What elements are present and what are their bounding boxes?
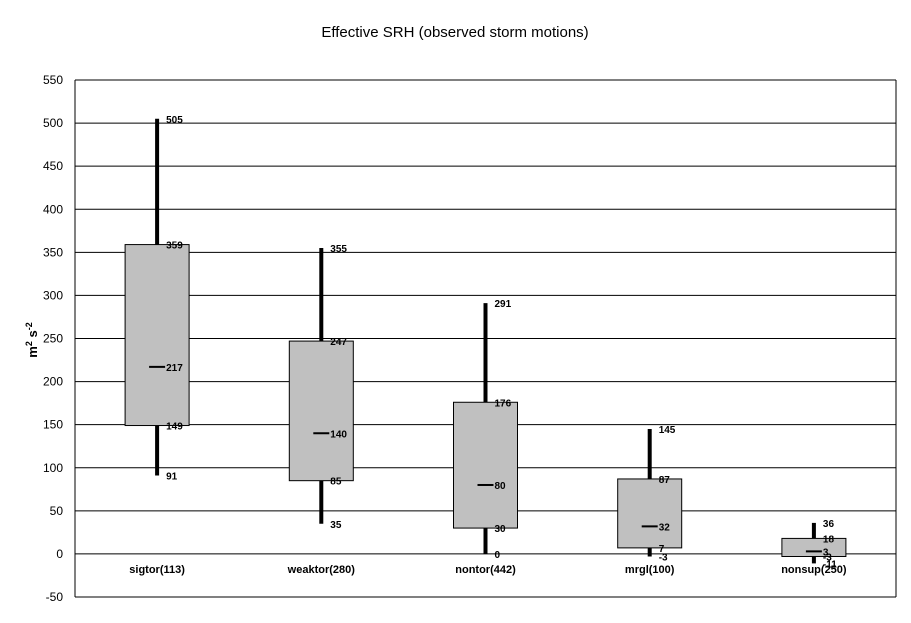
y-tick-label: 500 — [43, 116, 63, 130]
box — [617, 478, 683, 549]
y-tick-label: 350 — [43, 245, 63, 259]
min-label: 35 — [330, 520, 342, 531]
box — [453, 401, 518, 529]
category-label: nontor(442) — [455, 564, 516, 576]
y-tick-label: 150 — [43, 418, 63, 432]
q3-label: 247 — [330, 337, 347, 348]
median-label: 3 — [823, 547, 829, 558]
y-label-exp1: 2 — [24, 341, 34, 346]
y-tick-label: 300 — [43, 288, 63, 302]
category-label: nonsup(250) — [781, 564, 847, 576]
q3-label: 18 — [823, 534, 835, 545]
max-label: 291 — [495, 299, 512, 310]
q1-label: -3 — [823, 553, 832, 564]
y-label-base: m — [25, 346, 40, 358]
box-group: 355 247 140 85 35 — [288, 244, 354, 531]
q1-label: 85 — [330, 477, 342, 488]
box-group: 505 359 217 149 91 — [124, 115, 190, 483]
median-label: 140 — [330, 429, 347, 440]
q1-label: 30 — [495, 524, 507, 535]
y-tick-label: 550 — [43, 73, 63, 87]
y-label-exp2: -2 — [24, 322, 34, 330]
median-label: 217 — [166, 363, 183, 374]
y-tick-label: 250 — [43, 332, 63, 346]
box-group: 145 87 32 7-3 — [617, 425, 683, 564]
max-label: 355 — [330, 244, 347, 255]
box-group: 36 18 3-3-11 — [781, 519, 847, 570]
q1-label: 7 — [659, 544, 665, 555]
box — [781, 537, 847, 558]
y-tick-label: 50 — [50, 504, 64, 518]
box-group: 291 176 80 30 0 — [453, 299, 518, 561]
category-label: weaktor(280) — [287, 564, 356, 576]
median-label: 32 — [659, 522, 671, 533]
min-label: -3 — [659, 553, 668, 564]
y-axis-ticks: -50 0 50 100 150 200 250 300 350 400 450 500 550 — [43, 73, 63, 604]
y-tick-label: 200 — [43, 375, 63, 389]
y-tick-label: 450 — [43, 159, 63, 173]
q3-label: 87 — [659, 475, 671, 486]
y-axis-label: m2 s-2 — [24, 322, 40, 357]
y-label-mid: s — [25, 330, 40, 341]
y-tick-label: 0 — [56, 547, 63, 561]
min-label: 91 — [166, 472, 178, 483]
y-tick-label: -50 — [46, 590, 64, 604]
q1-label: 149 — [166, 422, 183, 433]
max-label: 36 — [823, 519, 835, 530]
chart-title: Effective SRH (observed storm motions) — [321, 24, 588, 41]
max-label: 505 — [166, 115, 183, 126]
category-label: mrgl(100) — [625, 564, 675, 576]
category-label: sigtor(113) — [129, 564, 185, 576]
box — [288, 340, 354, 482]
min-label: -11 — [823, 559, 837, 570]
box — [124, 244, 190, 427]
median-label: 80 — [495, 481, 507, 492]
q3-label: 359 — [166, 241, 183, 252]
max-label: 145 — [659, 425, 676, 436]
boxes: 505 359 217 149 91 355 247 140 85 35 291 176 80 30 0 14… — [124, 115, 847, 570]
y-tick-label: 100 — [43, 461, 63, 475]
q3-label: 176 — [495, 398, 512, 409]
y-tick-label: 400 — [43, 202, 63, 216]
min-label: 0 — [495, 550, 501, 561]
category-labels: sigtor(113) weaktor(280) nontor(442) mrgl(1… — [129, 564, 847, 576]
